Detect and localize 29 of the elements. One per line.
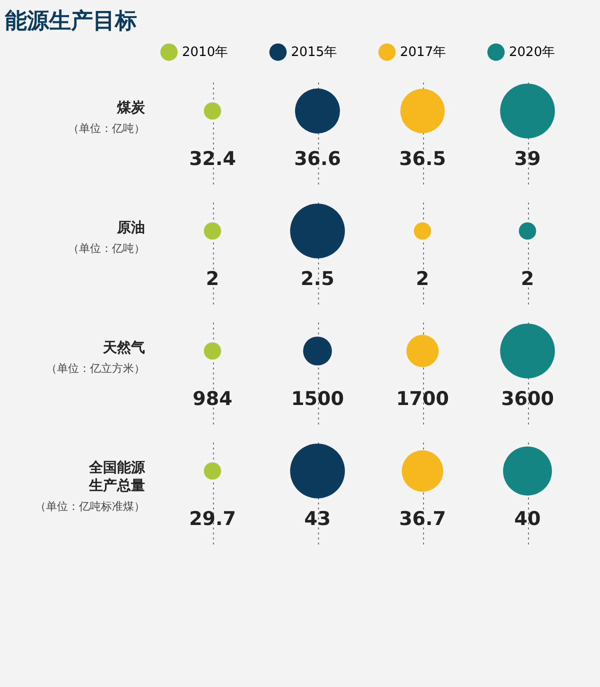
text: （单位：亿立方米）: [46, 362, 145, 375]
text: （单位：亿吨）: [68, 242, 145, 255]
data-label: 2: [520, 268, 534, 290]
data-label: 36.7: [399, 508, 446, 530]
category-label: 天然气: [102, 340, 145, 356]
data-label: 2: [206, 268, 220, 290]
category-label: 全国能源生产总量: [88, 460, 146, 494]
legend-label: 2015年: [291, 45, 338, 60]
legend-label: 2017年: [400, 45, 446, 60]
data-label: 3600: [501, 388, 554, 410]
data-label: 984: [192, 388, 232, 410]
data-label: 2: [416, 268, 430, 290]
legend-label: 2020年: [509, 45, 556, 60]
data-label: 2.5: [300, 268, 334, 290]
category-label: 煤炭: [116, 100, 146, 116]
text: （单位：亿吨）: [68, 122, 145, 135]
text: 能源生产目标: [5, 8, 137, 34]
legend-label: 2010年: [182, 45, 228, 60]
category-label: 原油: [116, 220, 145, 236]
data-label: 36.5: [399, 148, 446, 170]
data-label: 1500: [291, 388, 344, 410]
data-label: 40: [514, 508, 541, 530]
data-label: 32.4: [189, 148, 236, 170]
data-label: 1700: [396, 388, 449, 410]
data-label: 43: [304, 508, 331, 530]
data-label: 39: [514, 148, 541, 170]
data-label: 36.6: [294, 148, 341, 170]
data-label: 29.7: [189, 508, 236, 530]
text: （单位：亿吨标准煤）: [35, 500, 145, 513]
